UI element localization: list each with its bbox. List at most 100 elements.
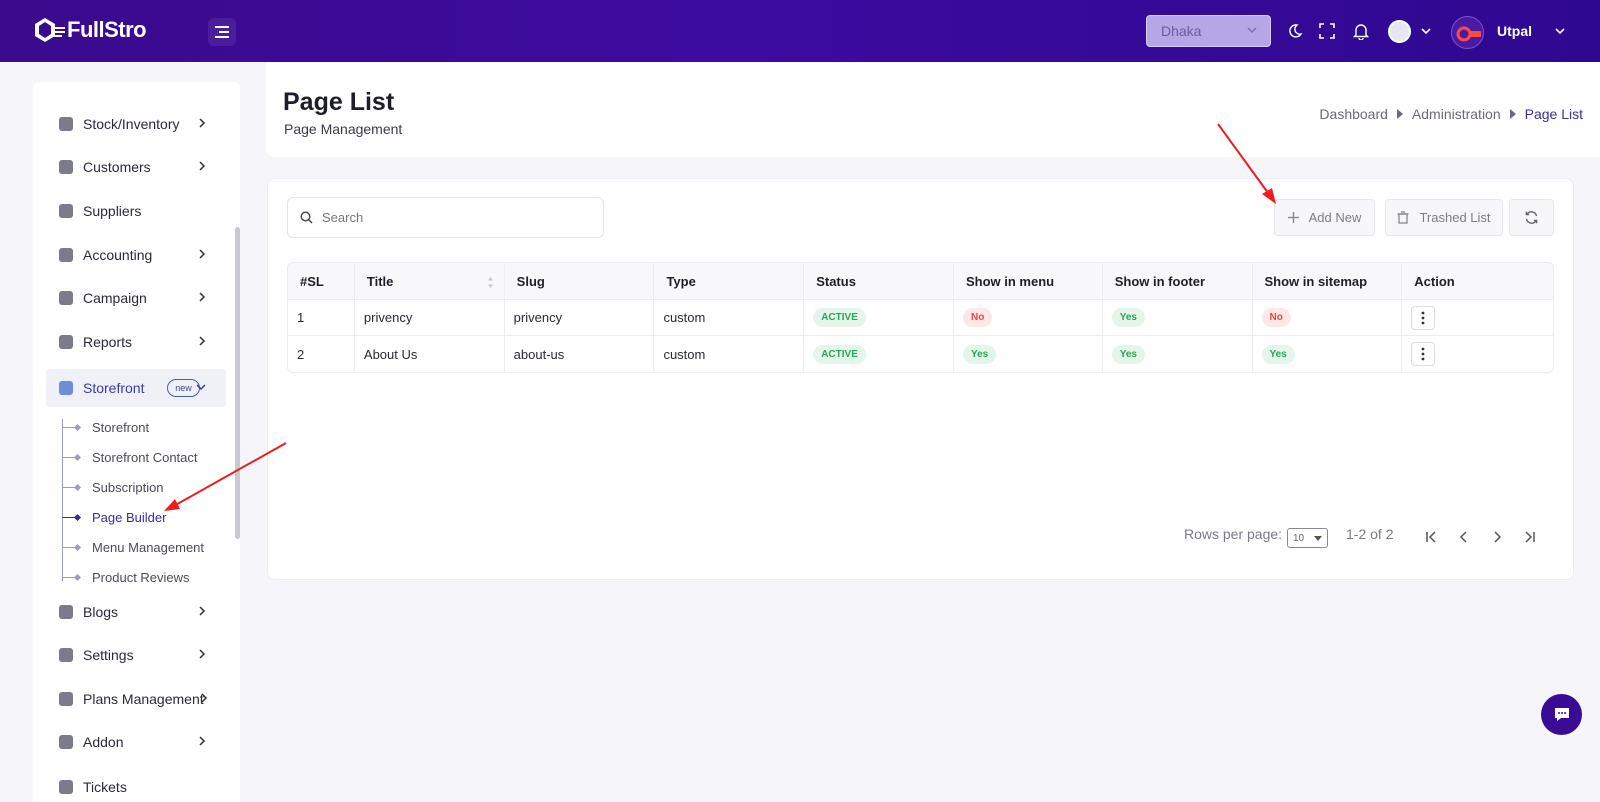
row-actions-button[interactable] (1411, 305, 1436, 330)
sidebar-subitem-subscription[interactable]: Subscription (62, 477, 164, 497)
next-page-button[interactable] (1488, 528, 1506, 546)
sidebar-item-label: Suppliers (83, 203, 142, 219)
top-bar: FullStro Dhaka (0, 0, 1600, 62)
chevron-right-icon (199, 649, 206, 659)
refresh-icon (1525, 211, 1538, 224)
breadcrumb-dashboard[interactable]: Dashboard (1319, 106, 1388, 122)
ticket-icon (59, 780, 73, 794)
box-icon (59, 117, 73, 131)
fullscreen-button[interactable] (1317, 21, 1337, 41)
sidebar-item-campaign[interactable]: Campaign (46, 279, 226, 317)
add-new-button[interactable]: Add New (1274, 199, 1375, 236)
sidebar-item-customers[interactable]: Customers (46, 148, 226, 186)
sidebar-item-addon[interactable]: Addon (46, 723, 226, 761)
logo-mark-icon (33, 16, 65, 44)
add-new-label: Add New (1308, 210, 1362, 225)
sidebar-item-label: Blogs (83, 604, 119, 620)
theme-toggle-button[interactable] (1285, 21, 1305, 41)
column-header-type: Type (654, 263, 805, 299)
cell-show-in-sitemap: Yes (1253, 336, 1403, 372)
chevron-right-icon (199, 249, 206, 259)
chevron-right-icon (199, 336, 206, 346)
sidebar-item-plans-management[interactable]: Plans Management (46, 680, 226, 718)
moon-icon (1289, 24, 1303, 38)
sidebar-subitem-product-reviews[interactable]: Product Reviews (62, 567, 190, 587)
sitemap-badge: Yes (1261, 344, 1295, 364)
language-avatar[interactable] (1388, 20, 1411, 43)
chat-icon (1554, 708, 1569, 721)
cell-action (1402, 300, 1553, 335)
sidebar-subitem-label: Product Reviews (92, 569, 190, 585)
sidebar-subitem-label: Page Builder (92, 509, 167, 525)
cell-show-in-sitemap: No (1253, 300, 1403, 335)
sidebar-item-suppliers[interactable]: Suppliers (46, 192, 226, 230)
refresh-button[interactable] (1509, 199, 1554, 236)
cell-show-in-menu: Yes (954, 336, 1103, 372)
search-box[interactable] (287, 197, 604, 238)
chevron-down-icon (196, 384, 206, 391)
first-page-button[interactable] (1422, 528, 1440, 546)
notifications-button[interactable] (1351, 21, 1371, 41)
sidebar-item-reports[interactable]: Reports (46, 323, 226, 361)
trashed-list-label: Trashed List (1419, 210, 1491, 225)
chevron-right-icon (199, 292, 206, 302)
sidebar-subitem-menu-management[interactable]: Menu Management (62, 537, 204, 557)
menu-toggle-button[interactable] (208, 18, 236, 46)
branch-select[interactable]: Dhaka (1146, 15, 1271, 47)
sidebar-item-blogs[interactable]: Blogs (46, 593, 226, 631)
chevron-right-icon (199, 606, 206, 616)
chevron-down-icon[interactable] (1420, 27, 1432, 37)
sidebar-item-storefront[interactable]: Storefront new (46, 369, 226, 407)
sidebar-item-stock-inventory[interactable]: Stock/Inventory (46, 105, 226, 143)
rows-per-page-select[interactable]: 10 (1287, 528, 1328, 548)
status-badge: ACTIVE (813, 344, 866, 364)
column-header-title[interactable]: Title (355, 263, 505, 299)
search-input[interactable] (322, 210, 582, 225)
cell-sl: 1 (288, 300, 355, 335)
chat-button[interactable] (1541, 694, 1582, 735)
column-header-title-label: Title (366, 273, 394, 289)
trashed-list-button[interactable]: Trashed List (1385, 199, 1503, 236)
status-badge: ACTIVE (813, 308, 866, 327)
sidebar-item-settings[interactable]: Settings (46, 636, 226, 674)
chevron-down-icon[interactable] (1554, 27, 1566, 37)
previous-page-button[interactable] (1455, 528, 1473, 546)
breadcrumb: Dashboard Administration Page List (1319, 106, 1583, 122)
breadcrumb-current: Page List (1524, 106, 1583, 122)
column-header-sl: #SL (288, 263, 355, 299)
sidebar-item-label: Storefront (83, 380, 145, 396)
more-vertical-icon (1421, 347, 1425, 361)
sidebar-subitem-label: Storefront Contact (92, 449, 198, 465)
sidebar-item-tickets[interactable]: Tickets (46, 768, 226, 802)
sidebar-item-label: Settings (83, 647, 134, 663)
user-name[interactable]: Utpal (1497, 23, 1532, 39)
footer-badge: Yes (1111, 344, 1145, 364)
cell-slug: privency (505, 300, 655, 335)
sidebar-subitem-storefront-contact[interactable]: Storefront Contact (62, 447, 198, 467)
sidebar-subitem-storefront[interactable]: Storefront (62, 417, 149, 437)
plus-icon (1287, 212, 1299, 223)
user-avatar[interactable] (1451, 16, 1484, 49)
sidebar-item-label: Tickets (83, 779, 127, 795)
users-icon (59, 160, 73, 174)
breadcrumb-administration[interactable]: Administration (1411, 106, 1501, 122)
sidebar-subitem-page-builder[interactable]: Page Builder (62, 507, 166, 527)
cell-action (1402, 336, 1553, 372)
sidebar-scrollbar[interactable] (235, 227, 240, 539)
sidebar (33, 82, 240, 802)
sidebar-item-accounting[interactable]: Accounting (46, 236, 226, 274)
row-actions-button[interactable] (1411, 342, 1436, 366)
cell-title: About Us (355, 336, 505, 372)
sort-icon (487, 277, 493, 288)
column-header-action: Action (1414, 273, 1455, 289)
submenu-line (62, 419, 63, 581)
cell-title: privency (355, 300, 505, 335)
caret-down-icon (1314, 536, 1322, 541)
last-page-button[interactable] (1521, 528, 1539, 546)
cell-type: custom (654, 300, 805, 335)
fullscreen-icon (1319, 23, 1335, 39)
sidebar-subitem-label: Storefront (92, 419, 150, 435)
chevron-right-icon (199, 118, 206, 128)
app-logo[interactable]: FullStro (33, 16, 147, 44)
page-header (266, 62, 1600, 157)
